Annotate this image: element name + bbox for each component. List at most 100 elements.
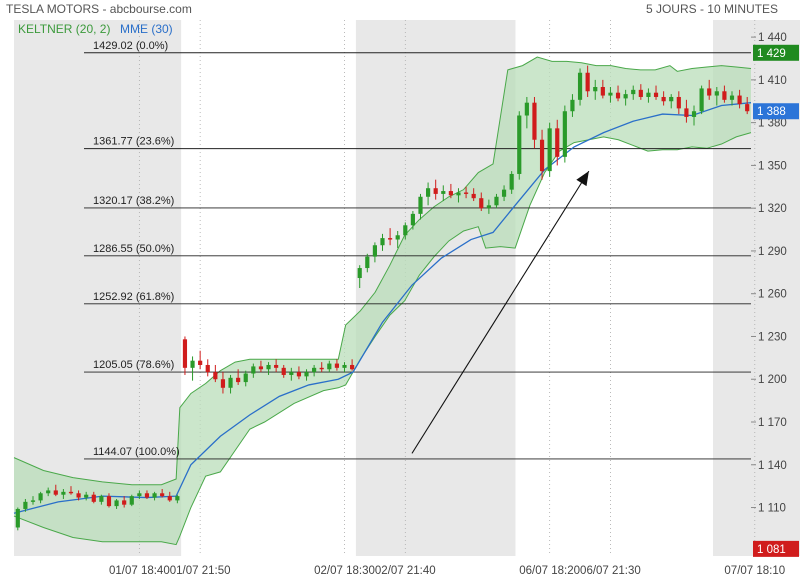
candle-body [319,367,324,370]
badge-last-bg [753,103,799,120]
candle-body [213,372,218,380]
x-tick-label: 01/07 21:50 [170,565,231,577]
y-tick-label: 1 410 [758,75,787,87]
candle-body [61,491,66,495]
candle-body [266,364,271,370]
candle-body [631,89,636,95]
fib-label: 1205.05 (78.6%) [93,359,174,371]
candle-body [289,372,294,375]
candle-body [456,192,461,196]
candle-body [669,96,674,102]
x-tick-label: 07/07 18:10 [724,565,785,577]
candle-body [342,364,347,368]
candle-body [524,102,529,116]
mme-line [13,102,752,514]
chart-title: TESLA MOTORS - abcbourse.com [6,2,192,16]
candle-body [137,493,142,497]
y-tick-label: 1 350 [758,160,787,172]
candle-body [463,192,469,194]
candle-body [182,339,188,368]
candle-body [274,364,279,368]
candle-body [691,111,697,117]
candle-body [365,256,370,269]
badge-low: 1 081 [757,544,786,556]
x-tick-label: 01/07 18:40 [109,565,170,577]
candle-body [555,128,560,157]
y-tick-label: 1 200 [758,374,787,386]
legend-keltner: KELTNER (20, 2) [18,22,110,36]
candle-body [532,102,537,140]
y-tick-label: 1 290 [758,246,787,258]
candle-body [737,95,742,105]
fib-label: 1361.77 (23.6%) [93,136,174,148]
candle-body [661,96,666,102]
candle-body [152,493,157,498]
candle-body [684,108,689,117]
price-badges: 1 429 1 388 1 081 [753,44,799,557]
candle-body [281,367,286,375]
candle-body [46,490,51,494]
candle-body [745,104,750,112]
candle-body [433,188,438,194]
y-tick-label: 1 170 [758,417,787,429]
candle-body [372,245,377,257]
candle-body [539,139,545,172]
candle-body [175,496,180,501]
candle-body [403,225,408,236]
candle-body [623,94,628,99]
session-shading [14,20,800,556]
candle-body [410,213,415,226]
candle-body [722,91,727,100]
candle-body [593,87,598,92]
candle-body [129,496,134,505]
candle-body [334,363,340,368]
candle-body [501,189,507,197]
candle-body [160,493,165,497]
trend-arrow-head [576,171,589,187]
candle-body [517,115,522,174]
candle-body [76,493,81,498]
candle-body [30,500,36,502]
fib-label: 1429.02 (0.0%) [93,40,168,52]
y-tick-label: 1 140 [758,460,787,472]
fib-label: 1320.17 (38.2%) [93,195,174,207]
candles [15,65,750,531]
badge-high-bg [753,44,799,61]
candle-body [441,191,446,194]
x-axis: 01/07 18:40 01/07 21:50 02/07 18:30 02/07 2… [109,565,785,577]
candle-body [380,238,385,246]
x-tick-label: 02/07 21:40 [375,565,436,577]
candle-body [106,496,112,507]
candle-body [388,238,393,240]
candle-body [729,95,735,100]
candle-body [236,377,241,383]
candle-body [167,496,172,501]
candle-body [615,92,621,99]
candle-body [562,111,567,157]
x-tick-label: 06/07 18:20 [519,565,580,577]
y-tick-label: 1 230 [758,331,787,343]
fib-label: 1286.55 (50.0%) [93,243,174,255]
candle-body [653,92,659,97]
candle-body [122,500,127,505]
y-tick-label: 1 260 [758,289,787,301]
candle-body [15,508,20,528]
candle-body [53,490,58,495]
candle-body [357,268,362,279]
mme-polyline [13,102,752,514]
candle-body [312,367,317,373]
candle-body [570,99,575,112]
candle-body [509,173,514,190]
badge-low-bg [753,540,799,557]
session-shade [14,20,182,556]
candle-body [425,188,431,197]
candle-body [676,96,681,109]
fibonacci-levels: 1429.02 (0.0%) 1361.77 (23.6%) 1320.17 (38… [84,40,751,460]
candle-body [243,373,248,383]
y-tick-label: 1 320 [758,203,787,215]
candle-body [228,377,233,388]
candle-body [68,491,74,494]
fib-label: 1252.92 (61.8%) [93,291,174,303]
y-axis: 1 110 1 140 1 170 1 200 1 230 1 260 1 290 1 320… [751,32,787,515]
badge-high: 1 429 [757,48,786,60]
